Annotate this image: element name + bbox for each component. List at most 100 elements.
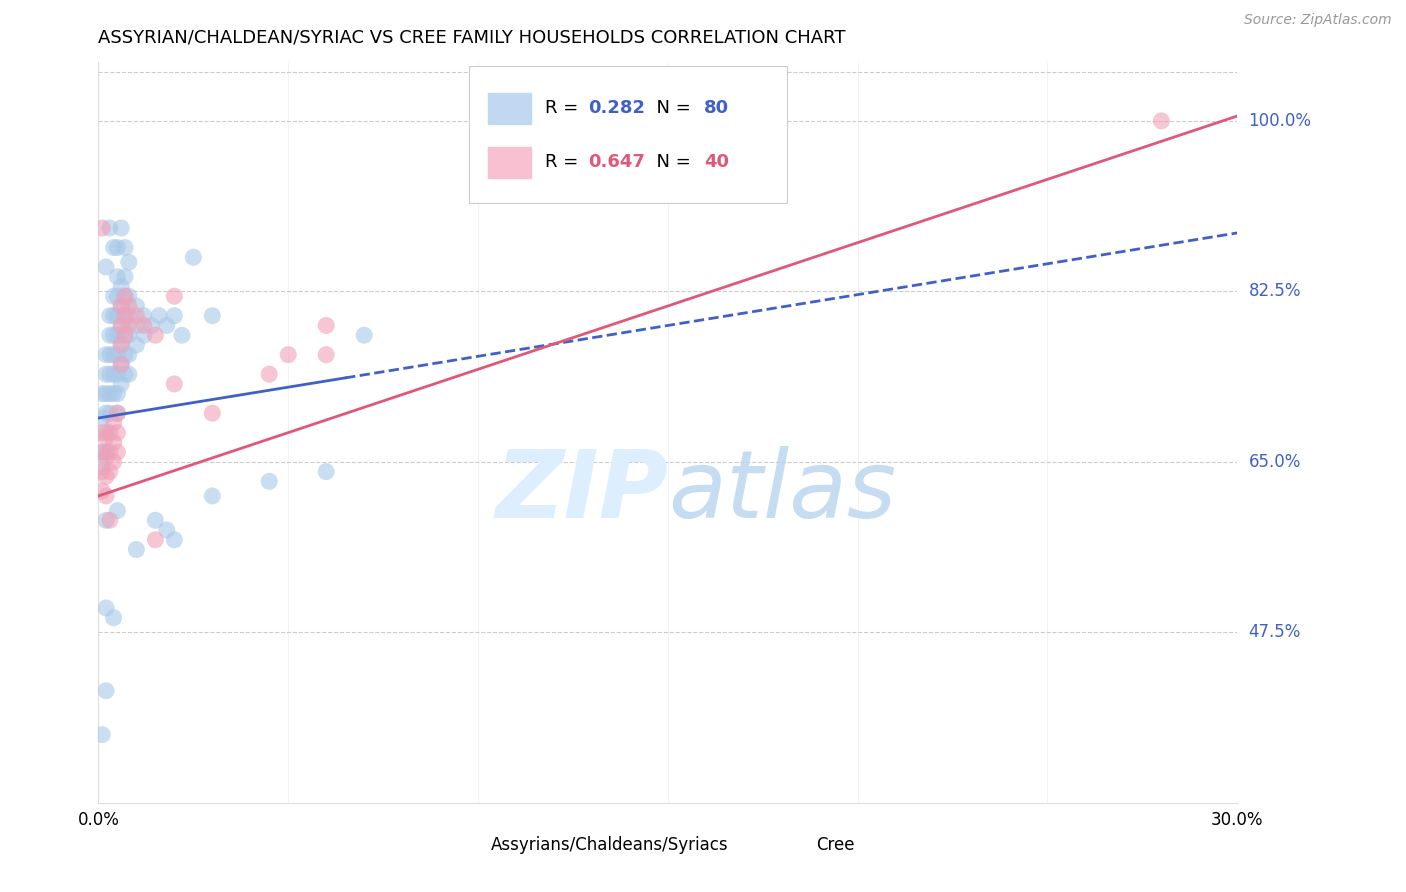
Point <box>91 484 114 499</box>
Point <box>94 450 117 464</box>
Point <box>118 318 141 333</box>
Point <box>107 289 129 303</box>
Point <box>94 260 117 274</box>
Point <box>114 289 136 303</box>
Point <box>94 348 117 362</box>
Point <box>132 309 155 323</box>
Point <box>114 309 136 323</box>
Point <box>103 386 125 401</box>
Point <box>259 367 281 381</box>
Point <box>170 328 193 343</box>
Point <box>110 221 132 235</box>
Point <box>125 318 148 333</box>
Point <box>94 445 117 459</box>
Text: Source: ZipAtlas.com: Source: ZipAtlas.com <box>1244 13 1392 28</box>
Point <box>110 279 132 293</box>
Point <box>103 367 125 381</box>
Point <box>201 489 224 503</box>
Point <box>107 269 129 284</box>
Point <box>118 255 141 269</box>
Point <box>110 376 132 391</box>
Point <box>103 435 125 450</box>
Point <box>110 338 132 352</box>
Point <box>118 348 141 362</box>
Text: 47.5%: 47.5% <box>1249 624 1301 641</box>
Point <box>91 465 114 479</box>
Point <box>107 240 129 255</box>
Point <box>98 465 121 479</box>
Point <box>98 386 121 401</box>
Bar <box>457 837 482 853</box>
Point <box>103 240 125 255</box>
Point <box>94 386 117 401</box>
Point <box>107 406 129 420</box>
Point <box>107 367 129 381</box>
FancyBboxPatch shape <box>468 66 787 203</box>
Point <box>110 338 132 352</box>
Text: N =: N = <box>645 153 696 171</box>
Point <box>118 299 141 313</box>
Point <box>94 489 117 503</box>
Point <box>163 289 186 303</box>
Point <box>145 533 167 547</box>
Point <box>110 358 132 372</box>
Text: Cree: Cree <box>815 836 855 854</box>
Point <box>91 728 114 742</box>
Point <box>353 328 375 343</box>
Point <box>156 523 179 537</box>
Text: 0.647: 0.647 <box>588 153 645 171</box>
Point <box>114 328 136 343</box>
Point <box>94 430 117 444</box>
Point <box>94 601 117 615</box>
Point <box>91 221 114 235</box>
Point <box>107 503 129 517</box>
Point <box>141 318 163 333</box>
Point <box>103 455 125 469</box>
Point <box>94 367 117 381</box>
Point <box>125 542 148 557</box>
Point <box>103 348 125 362</box>
Point <box>103 610 125 624</box>
Point <box>259 475 281 489</box>
Point <box>1150 114 1173 128</box>
Point <box>132 318 155 333</box>
Point <box>315 318 337 333</box>
Point <box>98 513 121 527</box>
Text: 82.5%: 82.5% <box>1249 283 1301 301</box>
Point <box>94 406 117 420</box>
Point <box>110 358 132 372</box>
Text: ZIP: ZIP <box>495 446 668 538</box>
Point <box>107 348 129 362</box>
Point <box>94 425 117 440</box>
Point <box>118 367 141 381</box>
Point <box>163 309 186 323</box>
Point <box>110 318 132 333</box>
Point <box>98 221 121 235</box>
Point <box>107 445 129 459</box>
Point <box>110 299 132 313</box>
Text: 100.0%: 100.0% <box>1249 112 1312 130</box>
Point <box>118 328 141 343</box>
Point <box>163 533 186 547</box>
Text: R =: R = <box>546 153 583 171</box>
Point <box>103 416 125 430</box>
Point <box>94 469 117 483</box>
Point <box>91 425 114 440</box>
Text: atlas: atlas <box>668 446 896 537</box>
Point <box>98 445 121 459</box>
Point <box>98 406 121 420</box>
Point <box>201 309 224 323</box>
Point <box>114 367 136 381</box>
Point <box>145 328 167 343</box>
Point <box>107 425 129 440</box>
Point <box>277 348 299 362</box>
Text: 40: 40 <box>704 153 730 171</box>
Point <box>107 406 129 420</box>
Point <box>98 309 121 323</box>
Point <box>114 269 136 284</box>
Point <box>114 240 136 255</box>
Text: 0.282: 0.282 <box>588 99 645 118</box>
Point <box>91 445 114 459</box>
Point <box>183 250 205 264</box>
Text: 65.0%: 65.0% <box>1249 453 1301 471</box>
